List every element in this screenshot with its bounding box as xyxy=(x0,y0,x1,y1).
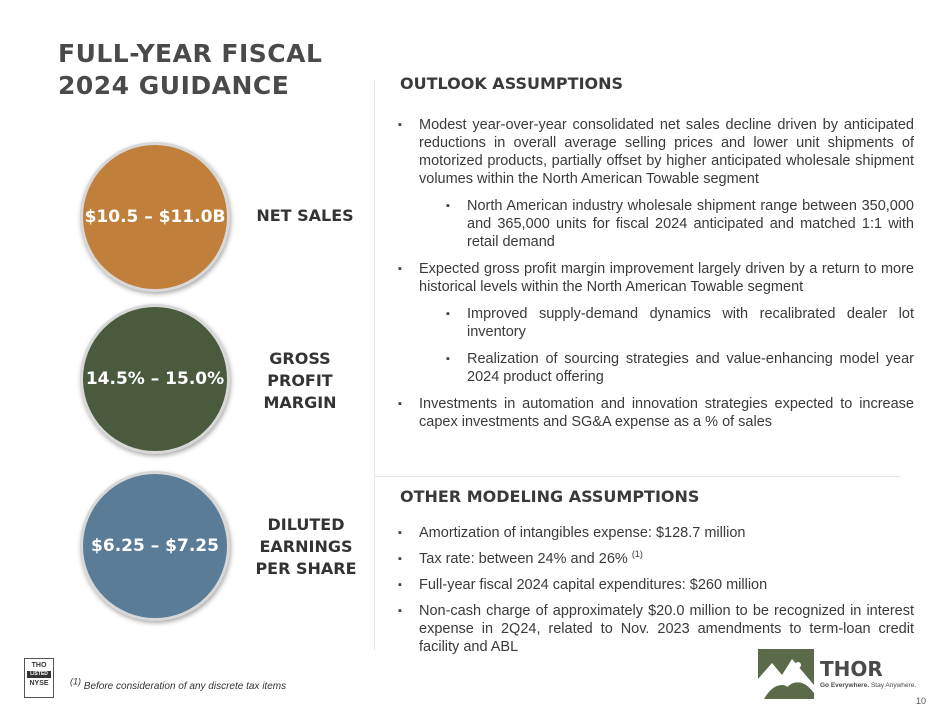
footnote: (1) Before consideration of any discrete… xyxy=(70,677,287,692)
list-item-text: Investments in automation and innovation… xyxy=(419,396,914,430)
list-item-text: Improved supply-demand dynamics with rec… xyxy=(467,306,914,340)
list-item-text: Expected gross profit margin improvement… xyxy=(419,261,914,295)
list-item-text: Amortization of intangibles expense: $12… xyxy=(419,525,746,541)
net-sales-value: $10.5 – $11.0B xyxy=(84,207,226,227)
vertical-divider xyxy=(374,80,375,650)
list-item-text: Modest year-over-year consolidated net s… xyxy=(419,117,914,187)
bullet-icon: ▪ xyxy=(446,308,450,320)
nyse-badge: THO LISTED NYSE xyxy=(24,658,54,698)
nyse-ticker: THO xyxy=(31,662,47,669)
list-item: ▪ North American industry wholesale shipm… xyxy=(446,197,914,251)
list-item: ▪ Modest year-over-year consolidated net … xyxy=(398,116,914,188)
list-item-text: Realization of sourcing strategies and v… xyxy=(467,351,914,385)
gross-margin-label-line-1: GROSS xyxy=(269,349,331,368)
title-line-1: FULL-YEAR FISCAL xyxy=(58,39,323,68)
list-item: ▪ Non-cash charge of approximately $20.0 … xyxy=(398,602,914,656)
list-item: ▪ Expected gross profit margin improvemen… xyxy=(398,260,914,296)
net-sales-label-line: NET SALES xyxy=(256,206,354,225)
page-number: 10 xyxy=(916,696,927,706)
bullet-icon: ▪ xyxy=(398,605,402,617)
eps-circle: $6.25 – $7.25 xyxy=(80,471,230,621)
list-item: ▪ Investments in automation and innovatio… xyxy=(398,395,914,431)
gross-margin-label-line-3: MARGIN xyxy=(263,393,337,412)
bullet-icon: ▪ xyxy=(446,353,450,365)
bullet-icon: ▪ xyxy=(446,200,450,212)
tagline-bold: Go Everywhere. xyxy=(820,682,870,689)
nyse-listed: LISTED xyxy=(27,671,51,678)
list-item-text: North American industry wholesale shipme… xyxy=(467,198,914,250)
gross-margin-circle: 14.5% – 15.0% xyxy=(80,304,230,454)
title-line-2: 2024 GUIDANCE xyxy=(58,71,290,100)
brand-tagline: Go Everywhere. Stay Anywhere. xyxy=(820,682,916,689)
list-item-text: Full-year fiscal 2024 capital expenditur… xyxy=(419,577,768,593)
other-assumptions-list: ▪ Amortization of intangibles expense: $1… xyxy=(398,524,914,664)
bullet-icon: ▪ xyxy=(398,398,402,410)
outlook-list: ▪ Modest year-over-year consolidated net … xyxy=(398,116,914,440)
gross-margin-value: 14.5% – 15.0% xyxy=(85,369,225,389)
footnote-ref: (1) xyxy=(631,549,643,560)
eps-label-line-3: PER SHARE xyxy=(255,559,357,578)
list-item-text: Tax rate: between 24% and 26% xyxy=(419,551,628,567)
net-sales-label: NET SALES xyxy=(250,205,360,227)
nyse-exchange: NYSE xyxy=(29,680,49,687)
tagline-rest: Stay Anywhere. xyxy=(870,682,917,689)
list-item: ▪ Realization of sourcing strategies and … xyxy=(446,350,914,386)
horizontal-divider xyxy=(374,476,900,477)
list-item: ▪ Full-year fiscal 2024 capital expenditu… xyxy=(398,576,914,594)
bullet-icon: ▪ xyxy=(398,263,402,275)
eps-label-line-2: EARNINGS xyxy=(259,537,353,556)
list-item: ▪ Amortization of intangibles expense: $1… xyxy=(398,524,914,542)
list-item: ▪ Improved supply-demand dynamics with re… xyxy=(446,305,914,341)
net-sales-circle: $10.5 – $11.0B xyxy=(80,142,230,292)
list-item: ▪ Tax rate: between 24% and 26% (1) xyxy=(398,550,914,568)
bullet-icon: ▪ xyxy=(398,527,402,539)
thor-logo-icon xyxy=(758,649,814,699)
eps-label-line-1: DILUTED xyxy=(267,515,345,534)
list-item-text: Non-cash charge of approximately $20.0 m… xyxy=(419,603,914,655)
brand-name: THOR xyxy=(820,657,883,681)
bullet-icon: ▪ xyxy=(398,579,402,591)
eps-value: $6.25 – $7.25 xyxy=(91,536,219,556)
outlook-title: OUTLOOK ASSUMPTIONS xyxy=(400,74,624,93)
footnote-text: Before consideration of any discrete tax… xyxy=(83,681,287,692)
bullet-icon: ▪ xyxy=(398,553,402,565)
other-assumptions-title: OTHER MODELING ASSUMPTIONS xyxy=(400,487,700,506)
bullet-icon: ▪ xyxy=(398,119,402,131)
page-title: FULL-YEAR FISCAL 2024 GUIDANCE xyxy=(58,38,322,102)
footnote-marker: (1) xyxy=(70,676,81,687)
gross-margin-label: GROSS PROFIT MARGIN xyxy=(245,348,355,414)
gross-margin-label-line-2: PROFIT xyxy=(267,371,333,390)
eps-label: DILUTED EARNINGS PER SHARE xyxy=(248,514,364,580)
